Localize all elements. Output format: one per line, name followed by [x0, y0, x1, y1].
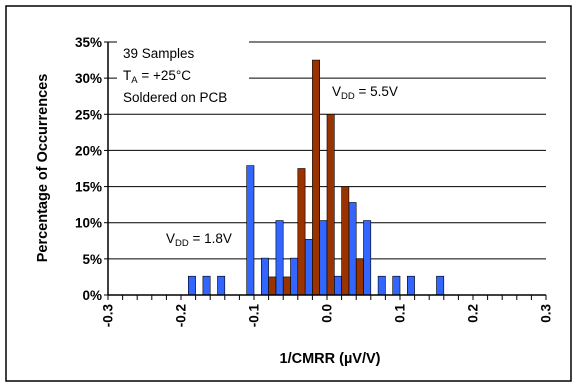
bar-vdd-1v8 — [319, 220, 328, 296]
bar-vdd-5v5 — [326, 113, 335, 296]
x-tick-label: 0.3 — [539, 304, 554, 323]
bar-vdd-1v8 — [246, 165, 255, 296]
bar-vdd-1v8 — [333, 275, 342, 296]
axes-layer — [104, 41, 547, 300]
bar-vdd-1v8 — [348, 202, 357, 296]
x-axis-title: 1/CMRR (µV/V) — [280, 351, 381, 367]
annotation-background — [117, 40, 249, 113]
bar-vdd-1v8 — [363, 220, 372, 296]
bar-vdd-1v8 — [188, 275, 196, 296]
bar-vdd-5v5 — [268, 276, 277, 296]
x-tick-label: 0.1 — [393, 304, 408, 323]
y-tick-label: 15% — [75, 180, 102, 195]
samples-annotation: 39 Samples — [123, 46, 195, 61]
y-tick-label: 5% — [82, 252, 102, 267]
x-tick-label: -0.3 — [101, 304, 116, 328]
bar-vdd-1v8 — [217, 275, 226, 296]
y-tick-label: 35% — [75, 35, 102, 50]
ticks-layer: 0% 5% 10% 15% 20% 25% 30% 35% -0.3 -0.2 -0.1 0.0 0.1… — [75, 35, 554, 327]
annotation-box: 39 Samples TA = +25°C Soldered on PCB — [117, 40, 249, 113]
y-tick-label: 0% — [82, 288, 102, 303]
vdd-5v5-label-background — [328, 80, 412, 102]
x-tick-label: -0.1 — [247, 304, 262, 328]
y-tick-label: 20% — [75, 143, 102, 158]
vdd-5v5-label: VDD = 5.5V — [332, 84, 398, 102]
bar-vdd-1v8 — [304, 239, 313, 296]
vdd-1v8-label: VDD = 1.8V — [166, 231, 232, 249]
chart-frame — [5, 5, 572, 382]
bar-vdd-1v8 — [436, 275, 445, 296]
bar-vdd-1v8 — [275, 220, 284, 296]
bar-vdd-1v8 — [202, 275, 211, 296]
bar-vdd-5v5 — [355, 258, 364, 296]
y-tick-label: 30% — [75, 71, 102, 86]
bar-vdd-5v5 — [297, 168, 306, 296]
y-tick-label: 25% — [75, 107, 102, 122]
bar-vdd-1v8 — [392, 275, 401, 296]
x-tick-label: 0.2 — [466, 304, 481, 323]
x-tick-label: 0.0 — [320, 304, 335, 323]
y-axis-title: Percentage of Occurrences — [35, 74, 51, 263]
temperature-annotation: TA = +25°C — [123, 68, 191, 86]
bar-vdd-5v5 — [282, 276, 291, 296]
bar-vdd-1v8 — [377, 275, 386, 296]
x-tick-label: -0.2 — [174, 304, 189, 327]
y-tick-label: 10% — [75, 216, 102, 231]
bar-vdd-1v8 — [290, 257, 299, 296]
bar-vdd-5v5 — [341, 186, 350, 296]
bar-vdd-5v5 — [312, 59, 320, 296]
board-annotation: Soldered on PCB — [123, 90, 227, 105]
bar-vdd-1v8 — [260, 257, 269, 296]
bar-vdd-1v8 — [406, 275, 415, 296]
